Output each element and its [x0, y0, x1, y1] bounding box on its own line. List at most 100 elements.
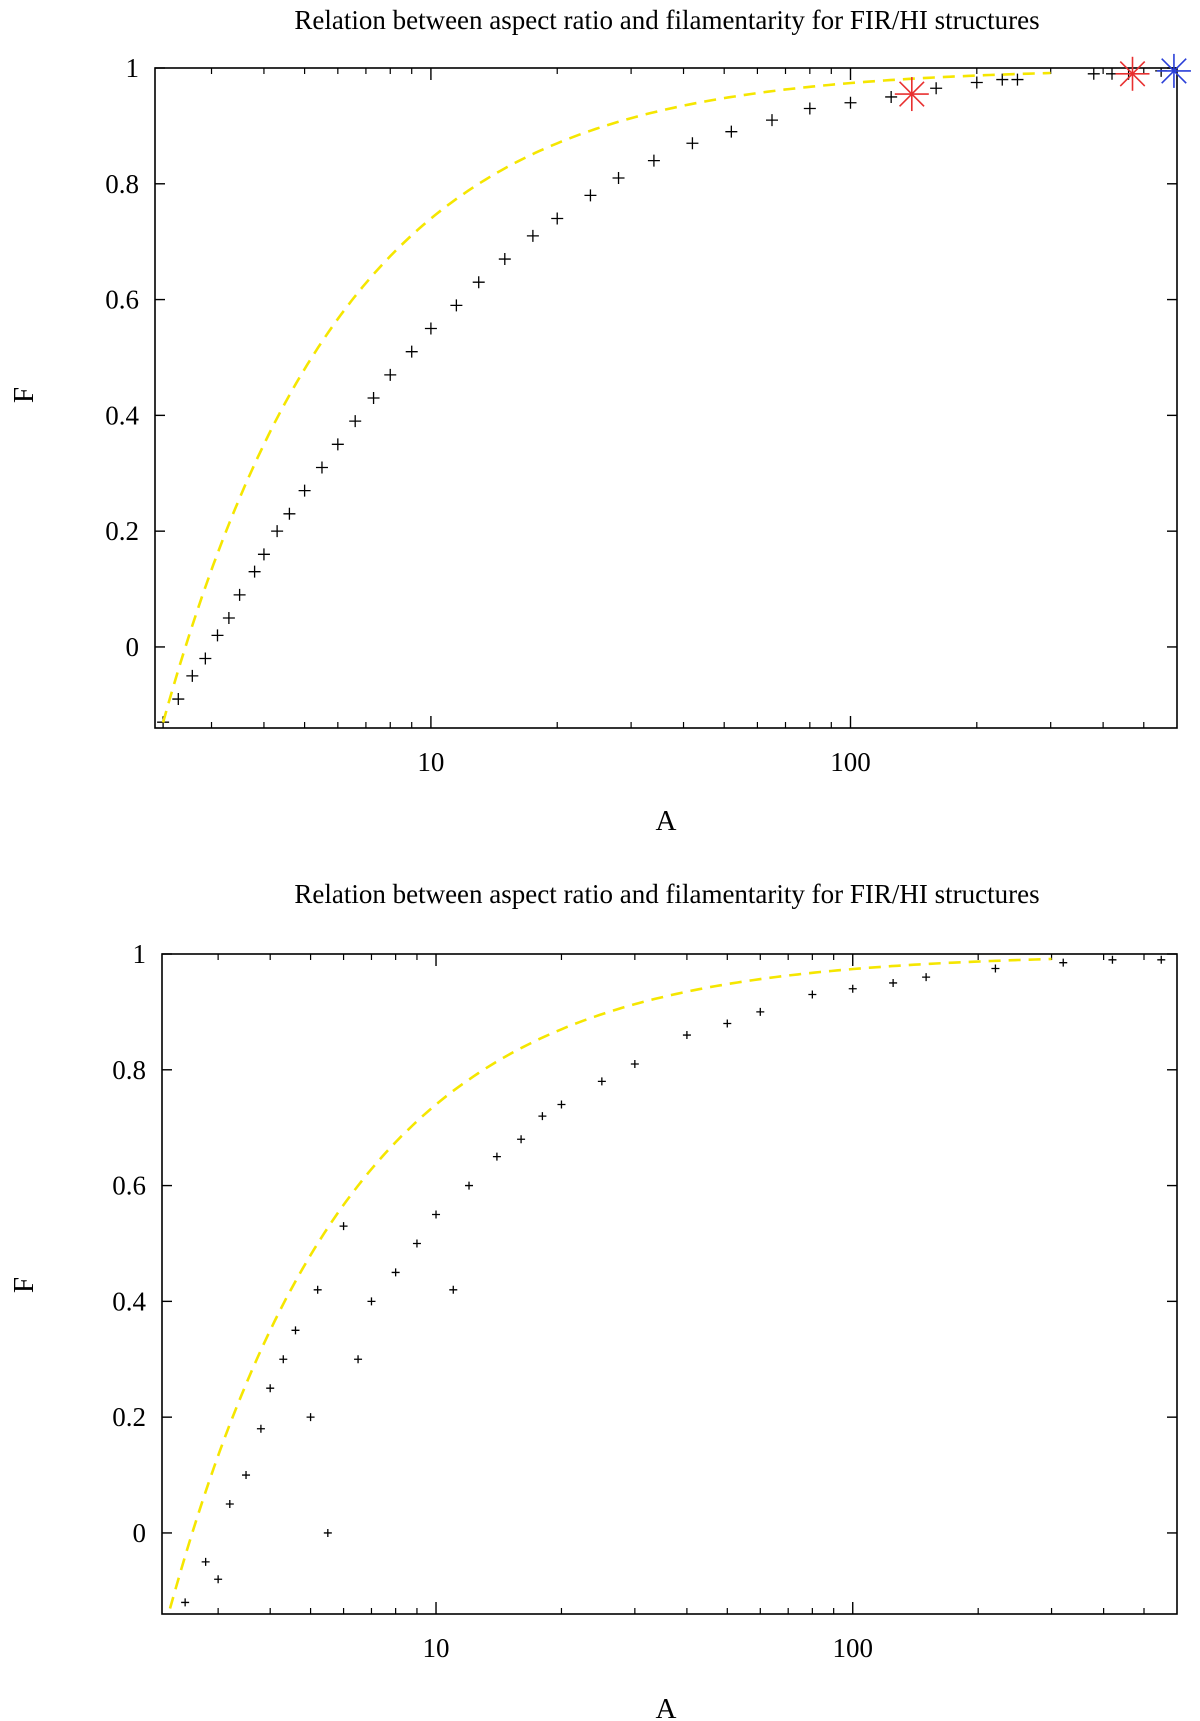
y-tick-label: 0.8	[105, 169, 139, 199]
scatter-point	[242, 1471, 251, 1480]
y-axis-label: F	[8, 387, 40, 403]
plot-frame	[161, 953, 1178, 1615]
y-tick-label: 0.6	[105, 285, 139, 315]
scatter-point	[432, 1210, 441, 1219]
scatter-point	[885, 90, 898, 103]
scatter-point	[612, 172, 625, 184]
scatter-point	[584, 189, 597, 202]
highlight-point	[1115, 56, 1150, 91]
scatter-point	[557, 1100, 566, 1109]
scatter-point	[449, 1285, 458, 1294]
scatter-point	[256, 1424, 265, 1433]
scatter-point	[367, 1297, 376, 1306]
highlight-point	[1156, 53, 1191, 88]
scatter-point	[996, 73, 1009, 86]
scatter-point	[526, 229, 539, 242]
scatter-point	[517, 1135, 526, 1144]
scatter-point	[201, 1557, 210, 1566]
scatter-point	[844, 96, 857, 109]
scatter-point	[181, 1598, 190, 1607]
scatter-point	[199, 652, 212, 665]
scatter-point	[492, 1152, 501, 1161]
y-tick-label: 0	[133, 1518, 147, 1548]
scatter-point	[597, 1077, 606, 1086]
scatter-point	[354, 1355, 363, 1364]
x-axis-label: A	[656, 1693, 677, 1721]
y-tick-label: 1	[133, 939, 147, 969]
plot-area: 0 0.2 0.4 0.6 0.8 1 10 100	[112, 939, 1178, 1663]
plot-inner	[168, 955, 1166, 1609]
scatter-point	[472, 276, 485, 289]
scatter-point	[1157, 955, 1166, 964]
scatter-point	[930, 82, 943, 95]
scatter-point	[271, 525, 284, 538]
scatter-point	[313, 1285, 322, 1294]
y-tick-label: 0.6	[112, 1171, 146, 1201]
y-tick-label: 0.2	[105, 516, 139, 546]
plot-frame	[154, 67, 1178, 729]
y-tick-label: 0.8	[112, 1055, 146, 1085]
scatter-point	[889, 978, 898, 987]
scatter-point	[991, 964, 1000, 973]
scatter-point	[686, 137, 699, 150]
scatter-point	[808, 990, 817, 999]
y-tick-label: 0.4	[105, 400, 139, 430]
scatter-point	[465, 1181, 474, 1190]
scatter-point	[279, 1355, 288, 1364]
y-tick-label: 0.2	[112, 1402, 146, 1432]
scatter-point	[222, 612, 235, 624]
scatter-point	[1087, 68, 1100, 80]
y-axis-label: F	[8, 1277, 40, 1293]
scatter-point	[339, 1222, 348, 1231]
scatter-point	[922, 973, 931, 982]
scatter-point	[266, 1384, 275, 1393]
chart-top-svg: Relation between aspect ratio and filame…	[8, 5, 1191, 837]
scatter-point	[225, 1500, 234, 1508]
scatter-point	[1011, 73, 1024, 86]
scatter-point	[331, 438, 344, 451]
chart-bottom-svg: Relation between aspect ratio and filame…	[8, 880, 1178, 1721]
scatter-point	[630, 1060, 639, 1068]
scatter-point	[298, 484, 311, 497]
scatter-point	[283, 507, 296, 520]
y-tick-label: 1	[126, 53, 140, 83]
scatter-point	[647, 154, 660, 167]
chart-bottom: Relation between aspect ratio and filame…	[0, 880, 1200, 1721]
scatter-point	[211, 629, 224, 642]
scatter-point	[367, 392, 380, 404]
scatter-point	[306, 1413, 315, 1422]
y-tick-label: 0.4	[112, 1286, 146, 1316]
plot-inner	[157, 68, 1168, 728]
x-tick-label: 10	[417, 747, 444, 777]
asterisk-stroke	[1161, 58, 1187, 84]
scatter-point	[538, 1112, 547, 1121]
scatter-point	[682, 1031, 691, 1040]
chart-top: Relation between aspect ratio and filame…	[0, 0, 1200, 860]
scatter-point	[803, 102, 816, 115]
scatter-point	[424, 322, 437, 335]
scatter-point	[450, 299, 463, 312]
scatter-point	[412, 1239, 421, 1248]
plot-area: 0 0.2 0.4 0.6 0.8 1 10 100	[105, 53, 1191, 777]
scatter-point	[970, 76, 983, 89]
x-axis-label: A	[656, 805, 677, 837]
scatter-point	[391, 1268, 400, 1277]
chart-title: Relation between aspect ratio and filame…	[294, 880, 1039, 909]
x-tick-label: 10	[423, 1633, 450, 1663]
scatter-point	[848, 984, 857, 993]
scatter-point	[186, 669, 199, 682]
scatter-point	[551, 212, 564, 225]
y-tick-label: 0	[126, 632, 140, 662]
scatter-point	[349, 415, 362, 428]
scatter-point	[384, 368, 397, 381]
scatter-point	[315, 461, 328, 474]
scatter-point	[723, 1019, 732, 1028]
scatter-point	[172, 693, 185, 706]
scatter-point	[756, 1007, 765, 1016]
scatter-point	[1059, 958, 1068, 967]
chart-title: Relation between aspect ratio and filame…	[294, 5, 1039, 35]
scatter-point	[233, 588, 246, 601]
scatter-point	[291, 1326, 300, 1335]
highlight-point	[894, 77, 929, 112]
scatter-point	[405, 345, 418, 358]
